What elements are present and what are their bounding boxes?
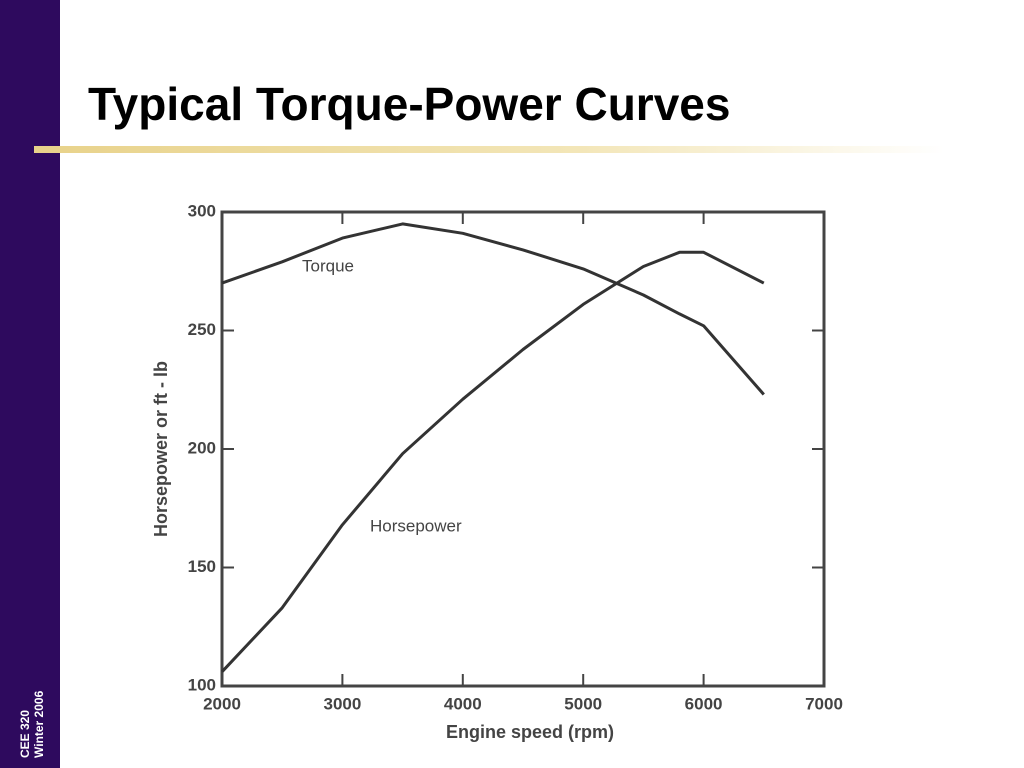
course: CEE 320 [18,710,32,758]
x-tick-label: 3000 [323,694,361,713]
plot-frame [220,210,826,688]
term: Winter 2006 [32,690,46,758]
x-axis-label: Engine speed (rpm) [446,722,614,742]
x-tick-label: 7000 [805,694,843,713]
series-label: Torque [302,256,354,275]
slide-title: Typical Torque-Power Curves [88,78,730,130]
x-tick-label: 4000 [444,694,482,713]
x-tick-label: 2000 [203,694,241,713]
y-tick-label: 100 [188,675,216,694]
y-axis-label: Horsepower or ft - lb [151,361,171,537]
y-tick-label: 250 [188,320,216,339]
y-tick-label: 300 [188,201,216,220]
y-tick-label: 200 [188,438,216,457]
x-tick-label: 5000 [564,694,602,713]
series-line [221,222,765,396]
series-label: Horsepower [370,516,462,535]
sidebar-text: CEE 320 Winter 2006 [18,690,46,758]
sidebar [0,0,60,768]
series-line [220,250,765,673]
x-tick-label: 6000 [685,694,723,713]
title-rule [34,146,944,153]
y-tick-label: 150 [188,557,216,576]
